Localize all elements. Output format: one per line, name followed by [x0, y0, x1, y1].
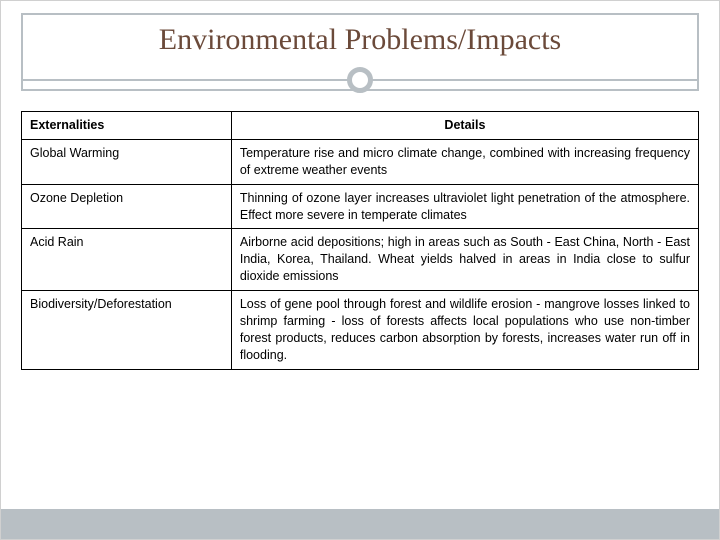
externalities-table: Externalities Details Global Warming Tem… — [21, 111, 699, 370]
column-header-externalities: Externalities — [22, 112, 232, 140]
externalities-table-wrap: Externalities Details Global Warming Tem… — [21, 111, 699, 370]
externality-label: Acid Rain — [22, 229, 232, 291]
table-row: Biodiversity/Deforestation Loss of gene … — [22, 291, 699, 370]
externality-details: Airborne acid depositions; high in areas… — [231, 229, 698, 291]
slide: Environmental Problems/Impacts Externali… — [0, 0, 720, 540]
externality-label: Ozone Depletion — [22, 184, 232, 229]
table-row: Acid Rain Airborne acid depositions; hig… — [22, 229, 699, 291]
divider-circle-icon — [347, 67, 373, 93]
table-row: Ozone Depletion Thinning of ozone layer … — [22, 184, 699, 229]
externality-details: Loss of gene pool through forest and wil… — [231, 291, 698, 370]
externality-label: Global Warming — [22, 139, 232, 184]
externality-label: Biodiversity/Deforestation — [22, 291, 232, 370]
externality-details: Temperature rise and micro climate chang… — [231, 139, 698, 184]
bottom-bar — [1, 509, 719, 539]
externality-details: Thinning of ozone layer increases ultrav… — [231, 184, 698, 229]
page-title: Environmental Problems/Impacts — [1, 23, 719, 57]
table-row: Global Warming Temperature rise and micr… — [22, 139, 699, 184]
table-header-row: Externalities Details — [22, 112, 699, 140]
column-header-details: Details — [231, 112, 698, 140]
